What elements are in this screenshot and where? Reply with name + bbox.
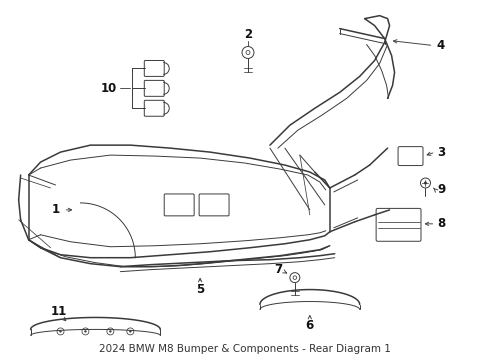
Circle shape <box>59 330 62 333</box>
Text: 4: 4 <box>436 39 444 52</box>
Text: 9: 9 <box>437 184 445 197</box>
Text: 1: 1 <box>51 203 60 216</box>
Text: 10: 10 <box>100 82 117 95</box>
Circle shape <box>84 330 87 333</box>
Text: 6: 6 <box>306 319 314 332</box>
Text: 2: 2 <box>244 28 252 41</box>
Circle shape <box>129 330 131 333</box>
Text: 11: 11 <box>50 305 67 318</box>
Text: 5: 5 <box>196 283 204 296</box>
Text: 2024 BMW M8 Bumper & Components - Rear Diagram 1: 2024 BMW M8 Bumper & Components - Rear D… <box>99 344 391 354</box>
Circle shape <box>424 181 427 184</box>
Text: 8: 8 <box>437 217 445 230</box>
Text: 3: 3 <box>438 145 445 159</box>
Text: 7: 7 <box>274 263 282 276</box>
Circle shape <box>109 330 112 333</box>
